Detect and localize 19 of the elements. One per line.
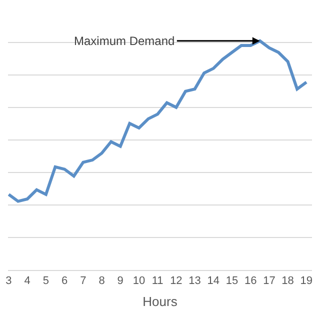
- x-tick-label: 10: [132, 275, 146, 288]
- x-tick-label: 7: [80, 275, 86, 288]
- x-tick-label: 11: [152, 275, 164, 288]
- x-tick-label: 16: [244, 275, 257, 288]
- x-tick-label: 5: [42, 275, 50, 288]
- x-tick-label: 6: [61, 275, 68, 288]
- x-tick-label: 12: [170, 275, 182, 288]
- x-tick-label: 14: [207, 275, 220, 288]
- x-tick-label: 18: [282, 275, 294, 288]
- x-tick-label: 17: [263, 275, 276, 288]
- x-tick-label: 19: [300, 275, 313, 288]
- x-tick-label: 3: [6, 275, 12, 288]
- annotation: Maximum Demand: [74, 34, 175, 48]
- x-tick-label: 9: [117, 275, 124, 288]
- x-tick-label: 8: [98, 275, 105, 288]
- x-tick-label: 13: [188, 275, 201, 288]
- x-axis-title: Hours: [142, 294, 178, 309]
- x-tick-label: 4: [24, 275, 30, 288]
- x-tick-label: 15: [226, 275, 238, 288]
